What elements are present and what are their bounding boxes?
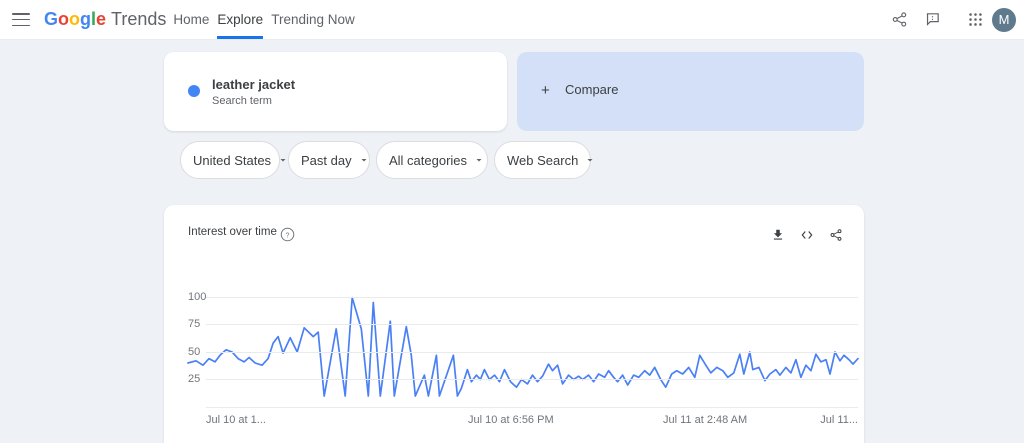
svg-text:?: ? <box>286 232 290 239</box>
